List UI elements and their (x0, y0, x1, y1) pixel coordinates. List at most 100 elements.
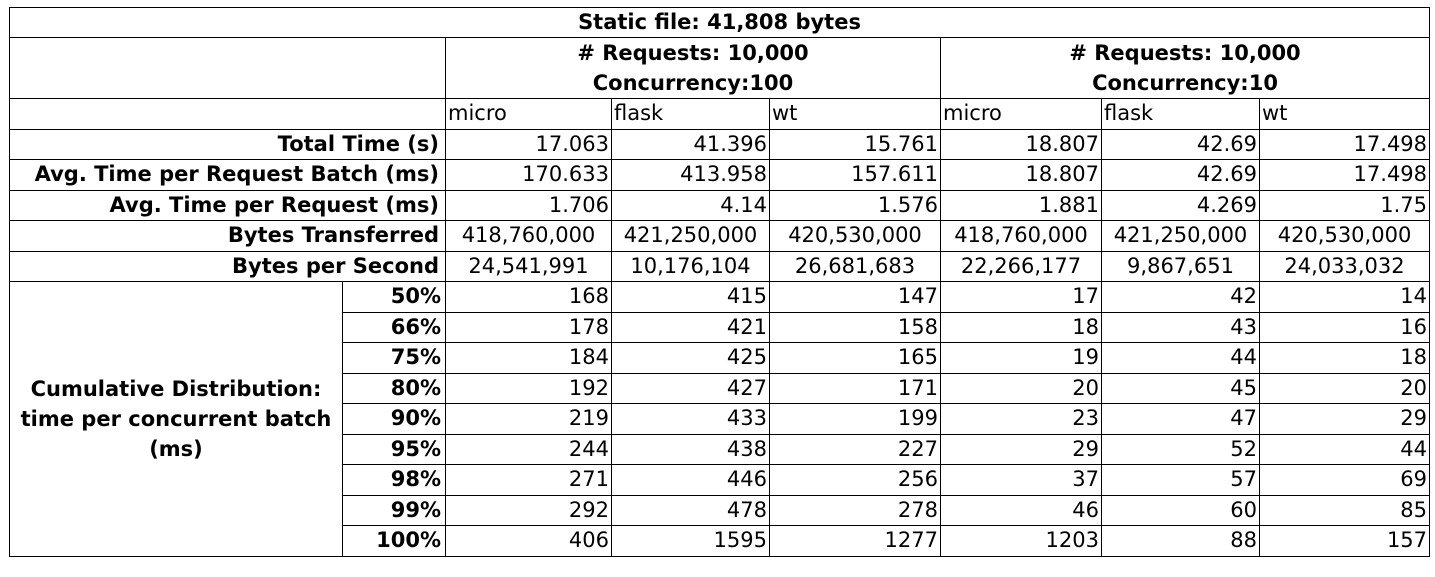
data-cell-wt: 420,530,000 (1260, 221, 1430, 252)
distribution-cell-flask: 47 (1102, 404, 1260, 435)
distribution-cell-flask: 446 (612, 465, 770, 496)
data-cell-flask: 4.14 (612, 190, 770, 221)
distribution-cell-micro: 292 (446, 495, 612, 526)
metric-label: Bytes Transferred (10, 221, 446, 252)
distribution-cell-micro: 184 (446, 343, 612, 374)
distribution-cell-micro: 168 (446, 282, 612, 313)
data-cell-wt: 420,530,000 (770, 221, 941, 252)
distribution-cell-micro: 219 (446, 404, 612, 435)
group-header-concurrency-text: Concurrency:100 (448, 68, 938, 98)
percentile-label: 90% (343, 404, 446, 435)
benchmark-table: Static file: 41,808 bytes # Requests: 10… (9, 7, 1430, 557)
data-cell-wt: 1.576 (770, 190, 941, 221)
data-cell-flask: 421,250,000 (612, 221, 770, 252)
data-cell-wt: 17.498 (1260, 160, 1430, 191)
percentile-label: 80% (343, 373, 446, 404)
column-header-row: micro flask wt micro flask wt (10, 99, 1430, 130)
column-header-wt: wt (1260, 99, 1430, 130)
group-header-requests-text: # Requests: 10,000 (943, 38, 1427, 68)
distribution-cell-micro: 20 (941, 373, 1102, 404)
distribution-cell-flask: 44 (1102, 343, 1260, 374)
distribution-cell-micro: 271 (446, 465, 612, 496)
data-cell-wt: 24,033,032 (1260, 251, 1430, 282)
distribution-cell-wt: 147 (770, 282, 941, 313)
data-cell-micro: 418,760,000 (446, 221, 612, 252)
distribution-cell-wt: 85 (1260, 495, 1430, 526)
distribution-cell-flask: 433 (612, 404, 770, 435)
title-row: Static file: 41,808 bytes (10, 8, 1430, 38)
distribution-cell-micro: 192 (446, 373, 612, 404)
data-cell-micro: 18.807 (941, 160, 1102, 191)
data-cell-wt: 26,681,683 (770, 251, 941, 282)
distribution-cell-wt: 44 (1260, 434, 1430, 465)
group-header-concurrency-100: # Requests: 10,000 Concurrency:100 (446, 38, 941, 99)
metric-row: Avg. Time per Request Batch (ms) 170.633 4… (10, 160, 1430, 191)
data-cell-micro: 170.633 (446, 160, 612, 191)
distribution-cell-wt: 18 (1260, 343, 1430, 374)
data-cell-flask: 42.69 (1102, 160, 1260, 191)
header-blank-cell (10, 38, 446, 99)
percentile-label: 66% (343, 312, 446, 343)
percentile-label: 95% (343, 434, 446, 465)
table-title: Static file: 41,808 bytes (10, 8, 1430, 38)
metric-row: Bytes per Second 24,541,991 10,176,104 26,6… (10, 251, 1430, 282)
metric-label: Avg. Time per Request Batch (ms) (10, 160, 446, 191)
distribution-cell-flask: 42 (1102, 282, 1260, 313)
data-cell-flask: 42.69 (1102, 129, 1260, 160)
metric-label: Bytes per Second (10, 251, 446, 282)
data-cell-wt: 157.611 (770, 160, 941, 191)
distribution-cell-wt: 171 (770, 373, 941, 404)
percentile-label: 75% (343, 343, 446, 374)
distribution-cell-micro: 23 (941, 404, 1102, 435)
distribution-cell-wt: 20 (1260, 373, 1430, 404)
metric-row: Bytes Transferred 418,760,000 421,250,000 4… (10, 221, 1430, 252)
data-cell-flask: 10,176,104 (612, 251, 770, 282)
distribution-cell-wt: 14 (1260, 282, 1430, 313)
distribution-cell-wt: 165 (770, 343, 941, 374)
percentile-label: 99% (343, 495, 446, 526)
group-header-concurrency-text: Concurrency:10 (943, 68, 1427, 98)
percentile-label: 50% (343, 282, 446, 313)
data-cell-micro: 22,266,177 (941, 251, 1102, 282)
distribution-cell-wt: 157 (1260, 526, 1430, 557)
distribution-cell-flask: 52 (1102, 434, 1260, 465)
data-cell-flask: 9,867,651 (1102, 251, 1260, 282)
distribution-cell-micro: 1203 (941, 526, 1102, 557)
distribution-cell-micro: 18 (941, 312, 1102, 343)
distribution-cell-flask: 57 (1102, 465, 1260, 496)
column-header-micro: micro (446, 99, 612, 130)
distribution-cell-flask: 425 (612, 343, 770, 374)
data-cell-micro: 1.881 (941, 190, 1102, 221)
distribution-cell-wt: 158 (770, 312, 941, 343)
distribution-cell-micro: 244 (446, 434, 612, 465)
data-cell-wt: 15.761 (770, 129, 941, 160)
distribution-cell-wt: 1277 (770, 526, 941, 557)
data-cell-micro: 18.807 (941, 129, 1102, 160)
metric-label: Total Time (s) (10, 129, 446, 160)
metric-row: Total Time (s) 17.063 41.396 15.761 18.807 42… (10, 129, 1430, 160)
column-header-flask: flask (1102, 99, 1260, 130)
data-cell-flask: 413.958 (612, 160, 770, 191)
distribution-cell-flask: 1595 (612, 526, 770, 557)
data-cell-flask: 4.269 (1102, 190, 1260, 221)
distribution-cell-flask: 43 (1102, 312, 1260, 343)
distribution-cell-micro: 19 (941, 343, 1102, 374)
distribution-cell-flask: 427 (612, 373, 770, 404)
distribution-cell-micro: 46 (941, 495, 1102, 526)
data-cell-wt: 1.75 (1260, 190, 1430, 221)
group-header-requests-text: # Requests: 10,000 (448, 38, 938, 68)
distribution-cell-micro: 406 (446, 526, 612, 557)
distribution-cell-wt: 199 (770, 404, 941, 435)
column-header-flask: flask (612, 99, 770, 130)
distribution-cell-wt: 16 (1260, 312, 1430, 343)
distribution-cell-micro: 37 (941, 465, 1102, 496)
column-header-wt: wt (770, 99, 941, 130)
cumulative-distribution-label: Cumulative Distribution: time per concur… (10, 282, 343, 557)
percentile-label: 100% (343, 526, 446, 557)
data-cell-micro: 1.706 (446, 190, 612, 221)
distribution-cell-flask: 421 (612, 312, 770, 343)
metric-label: Avg. Time per Request (ms) (10, 190, 446, 221)
data-cell-wt: 17.498 (1260, 129, 1430, 160)
distribution-cell-wt: 278 (770, 495, 941, 526)
distribution-cell-flask: 45 (1102, 373, 1260, 404)
